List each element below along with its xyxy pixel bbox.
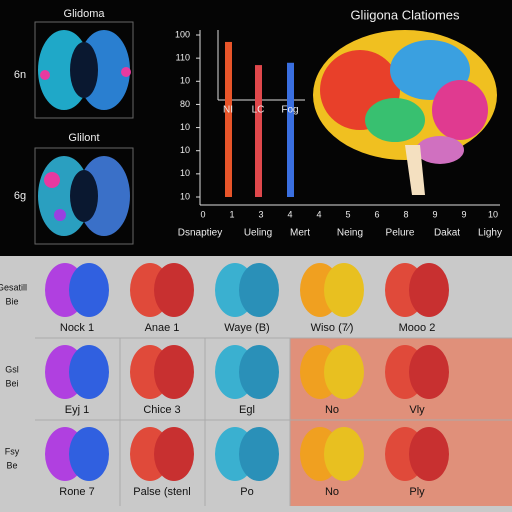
axis-name: Lighy [478, 228, 502, 239]
y-tick-label: 10 [180, 145, 190, 155]
brain-icon [154, 263, 194, 317]
cell-label: Ply [409, 486, 425, 498]
bar [255, 65, 262, 197]
row-label: Fsy [5, 446, 20, 456]
brain-icon [324, 263, 364, 317]
axis-number: 4 [316, 209, 321, 219]
scan-frame [34, 21, 134, 119]
axis-number: 1 [229, 209, 234, 219]
brain-icon [409, 427, 449, 481]
cell-label: Egl [239, 404, 255, 416]
y-tick-label: 10 [180, 191, 190, 201]
cell-label: No [325, 486, 339, 498]
cell-label: Rone 7 [59, 486, 94, 498]
cell-label: Mooo 2 [399, 322, 436, 334]
axis-number: 9 [461, 209, 466, 219]
cell-label: Vly [409, 404, 425, 416]
cell-label: Waye (B) [224, 322, 269, 334]
axis-number: 9 [432, 209, 437, 219]
cell-label: Eyj 1 [65, 404, 89, 416]
brain-icon [324, 345, 364, 399]
brain-icon [239, 345, 279, 399]
cell-label: Palse (stenl [133, 486, 190, 498]
scan-1 [38, 30, 131, 110]
brain-icon [154, 427, 194, 481]
brain-icon [239, 427, 279, 481]
brain-title: Gliigona Clatiomes [350, 7, 460, 22]
large-brain [313, 30, 497, 195]
y-tick-label: 10 [180, 76, 190, 86]
panel-subtitle: Glilont [68, 132, 99, 144]
panel-title: Glidoma [64, 8, 106, 20]
row-label: Be [6, 460, 17, 470]
chart-axes [199, 30, 500, 206]
row-label: Bei [5, 378, 18, 388]
brain-icon [69, 427, 109, 481]
row-label: Gsl [5, 364, 19, 374]
axis-name: Mert [290, 228, 310, 239]
axis-name: Ueling [244, 228, 272, 239]
cell-label: Nock 1 [60, 322, 94, 334]
axis-number: 5 [345, 209, 350, 219]
y-tick-label: 10 [180, 168, 190, 178]
axis-number: 0 [200, 209, 205, 219]
axis-number: 8 [403, 209, 408, 219]
row-label: Gesatill [0, 282, 27, 292]
axis-number: 3 [258, 209, 263, 219]
y-tick-label: 80 [180, 99, 190, 109]
axis-name: Dakat [434, 228, 460, 239]
side-label: 6g [14, 190, 26, 202]
category-label: NI [223, 105, 233, 116]
axis-number: 6 [374, 209, 379, 219]
brain-icon [324, 427, 364, 481]
row-label: Bie [5, 296, 18, 306]
y-tick-label: 10 [180, 122, 190, 132]
side-label: 6n [14, 69, 26, 81]
y-tick-label: 110 [176, 53, 190, 63]
grid-lines [35, 337, 512, 506]
brain-icon [69, 345, 109, 399]
cell-label: Wiso (7⁄) [311, 322, 354, 334]
cell-label: No [325, 404, 339, 416]
scan-frame [34, 147, 134, 245]
bar [287, 62, 294, 198]
cell-label: Chice 3 [143, 404, 180, 416]
axis-name: Pelure [386, 228, 415, 239]
category-label: LC [252, 105, 265, 116]
cell-label: Po [240, 486, 253, 498]
brain-icon [409, 345, 449, 399]
cell-label: Anae 1 [145, 322, 180, 334]
bar [225, 41, 232, 197]
axis-name: Neing [337, 228, 363, 239]
brain-icon [409, 263, 449, 317]
axis-number: 4 [287, 209, 292, 219]
scan-2 [38, 156, 130, 236]
axis-number: 10 [488, 209, 498, 219]
brain-icon [69, 263, 109, 317]
y-tick-label: 100 [175, 29, 190, 39]
brain-icon [239, 263, 279, 317]
brain-icon [154, 345, 194, 399]
axis-name: Dsnaptiey [178, 228, 222, 239]
category-label: Fog [281, 105, 298, 116]
